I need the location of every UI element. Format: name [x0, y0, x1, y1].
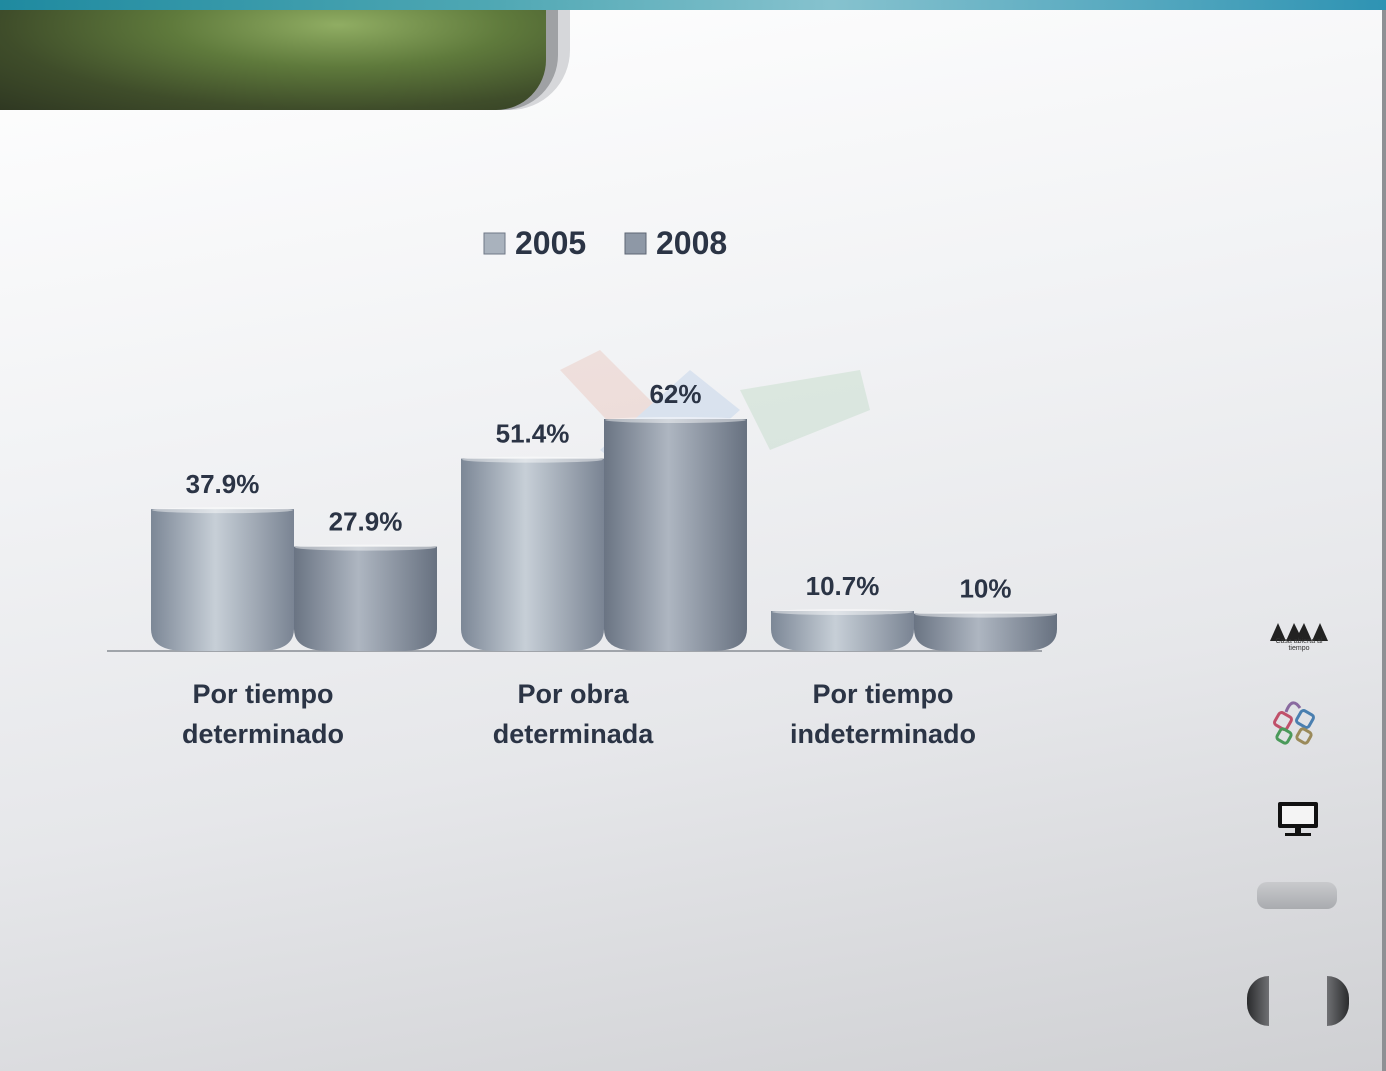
- category-label-0-line-0: Por tiempo: [192, 679, 333, 709]
- value-label-2008-1: 62%: [649, 379, 701, 409]
- menu-button[interactable]: [1257, 882, 1337, 909]
- bar-top-highlight-2005-0: [152, 507, 293, 514]
- legend-label-2005: 2005: [515, 225, 586, 261]
- category-label-1-line-0: Por obra: [517, 679, 629, 709]
- legend-swatch-2005: [483, 232, 506, 255]
- bar-2008-0: [294, 546, 437, 651]
- monitor-icon[interactable]: [1275, 800, 1321, 838]
- value-label-2005-0: 37.9%: [186, 469, 260, 499]
- category-labels-group: Por tiempo determinado Por obra determinada…: [182, 679, 976, 749]
- bar-top-highlight-2005-2: [772, 608, 913, 615]
- header-tab: [0, 10, 546, 110]
- value-label-2005-2: 10.7%: [806, 571, 880, 601]
- bar-2005-2: [771, 610, 914, 651]
- next-slide-button[interactable]: [1327, 976, 1349, 1026]
- legend: 2005 2008: [483, 225, 727, 261]
- bar-2005-1: [461, 458, 604, 651]
- category-label-2-line-1: indeterminado: [790, 719, 976, 749]
- bars-group: [151, 417, 1057, 651]
- bar-2008-1: [604, 419, 747, 651]
- value-labels-group: 37.9% 27.9% 51.4% 62% 10.7% 10%: [186, 379, 1012, 604]
- uam-logo: [1270, 623, 1328, 641]
- category-label-0-line-1: determinado: [182, 719, 344, 749]
- uam-logo-caption: Casa abierta al tiempo: [1275, 638, 1323, 652]
- legend-label-2008: 2008: [656, 225, 727, 261]
- bar-top-highlight-2005-1: [462, 456, 603, 463]
- bar-top-highlight-2008-1: [605, 417, 746, 423]
- value-label-2008-0: 27.9%: [329, 507, 403, 537]
- legend-swatch-2008: [624, 232, 647, 255]
- knot-icon: [1273, 701, 1315, 745]
- category-label-1-line-1: determinada: [493, 719, 655, 749]
- previous-slide-button[interactable]: [1247, 976, 1269, 1026]
- top-accent-bar: [0, 0, 1386, 10]
- category-label-2-line-0: Por tiempo: [812, 679, 953, 709]
- bar-2005-0: [151, 509, 294, 651]
- value-label-2005-1: 51.4%: [496, 419, 570, 449]
- right-edge-bar: [1382, 10, 1386, 1071]
- bar-top-highlight-2008-2: [915, 611, 1056, 618]
- bar-top-highlight-2008-0: [295, 544, 436, 551]
- bar-2008-2: [914, 613, 1057, 651]
- value-label-2008-2: 10%: [959, 574, 1011, 604]
